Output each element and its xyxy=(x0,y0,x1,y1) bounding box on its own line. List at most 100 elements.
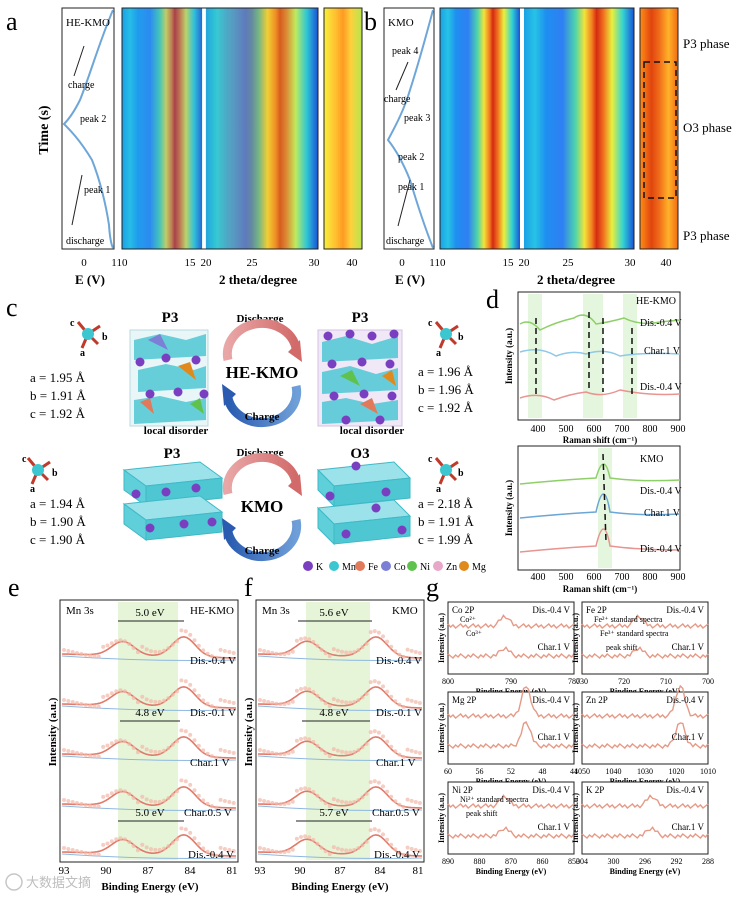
xps-point xyxy=(372,729,377,734)
panel-d-bottom-tick-400: 400 xyxy=(531,572,546,583)
panel-a-tt-tick-40: 40 xyxy=(347,257,359,269)
xps-point xyxy=(331,797,336,802)
panel-d-top-curve-3: Dis.-0.4 V xyxy=(640,382,683,393)
xps-point xyxy=(157,649,162,654)
xps-point xyxy=(290,699,295,704)
panel-e-curves xyxy=(61,628,237,859)
xps-point xyxy=(376,630,381,635)
xps-point xyxy=(209,804,214,809)
xps-point xyxy=(360,795,365,800)
xps-point xyxy=(413,750,418,754)
xps-point xyxy=(385,689,390,694)
xps-point xyxy=(348,650,353,655)
xps-point xyxy=(144,797,149,802)
panel-g-subplots: Co 2P Dis.-0.4 V Char.1 V Co²⁺ Co³⁺ Intensity… xyxy=(437,601,716,876)
xps-point xyxy=(153,749,158,754)
xps-point xyxy=(299,835,303,839)
panel-e-split-2: 4.8 eV xyxy=(135,707,164,719)
panel-g-sub-top-label: Dis.-0.4 V xyxy=(532,785,570,795)
xps-point xyxy=(144,747,149,752)
panel-g-sub-note-2: peak shift xyxy=(466,809,498,818)
xps-point xyxy=(331,697,336,702)
panel-c-axis-b-tr: b xyxy=(458,332,464,343)
xps-point xyxy=(66,799,71,803)
panel-c-br-structure xyxy=(316,461,412,546)
panel-d-top-tick-900: 900 xyxy=(671,424,686,435)
panel-b-note-peak4: peak 4 xyxy=(392,46,418,57)
xps-point xyxy=(188,830,193,835)
xps-point xyxy=(183,679,188,684)
panel-c-axis-c-bl: c xyxy=(22,454,27,465)
xps-point xyxy=(409,798,414,803)
xps-point xyxy=(231,651,236,655)
xps-point xyxy=(278,702,283,707)
xps-point xyxy=(401,704,406,709)
xps-point xyxy=(205,849,210,854)
xps-point xyxy=(266,750,271,754)
xps-point xyxy=(218,797,223,802)
xps-point xyxy=(360,745,365,750)
xps-point xyxy=(114,689,119,694)
xps-point xyxy=(372,827,377,832)
xps-point xyxy=(157,749,162,754)
xps-point xyxy=(270,800,275,805)
xps-point xyxy=(340,649,344,654)
panel-g-curve-top xyxy=(447,794,575,809)
xps-point xyxy=(307,787,312,792)
xps-point xyxy=(222,799,227,803)
xps-point xyxy=(282,802,287,807)
panel-g-sub-tick-720: 720 xyxy=(618,677,630,686)
panel-b-arrow-1 xyxy=(397,179,411,227)
panel-g-sub-tick-300: 300 xyxy=(608,857,620,866)
xps-point xyxy=(127,792,132,796)
xps-point xyxy=(360,645,365,650)
panel-c-element-legend: K Mn Fe Co Ni Zn Mg xyxy=(303,561,486,573)
panel-c-bottom-charge-label: Charge xyxy=(245,545,280,557)
xps-point xyxy=(88,703,93,708)
xps-point xyxy=(109,741,114,746)
xps-point xyxy=(105,693,110,698)
panel-a-2theta-label: 2 theta/degree xyxy=(219,272,297,287)
xps-point xyxy=(218,747,223,752)
panel-f-curve-3: Char.1 V xyxy=(376,757,416,769)
xps-point xyxy=(135,700,140,705)
xps-point xyxy=(393,649,398,654)
xps-point xyxy=(274,701,279,706)
panel-a-xrd-frame xyxy=(121,7,319,250)
xps-point xyxy=(315,841,320,846)
xps-point xyxy=(413,650,418,654)
panel-letter-e: e xyxy=(8,573,20,602)
xps-point xyxy=(307,637,312,642)
xps-point xyxy=(258,798,262,802)
xps-point xyxy=(96,704,101,709)
xps-point xyxy=(303,786,308,791)
xps-baseline-1 xyxy=(61,655,237,661)
panel-g-curve-bottom xyxy=(581,646,709,659)
xps-point xyxy=(162,846,167,851)
panel-g-sub-top-label: Dis.-0.4 V xyxy=(666,785,704,795)
legend-fe-label: Fe xyxy=(368,562,379,573)
xps-point xyxy=(393,799,398,804)
panel-c-tl-param-c: c = 1.92 Å xyxy=(30,406,86,421)
xps-point xyxy=(157,847,162,852)
panel-d-top-curve-2: Char.1 V xyxy=(644,346,681,357)
panel-b-tt-tick-25: 25 xyxy=(563,257,575,269)
xps-point xyxy=(299,737,303,741)
xps-point xyxy=(170,792,175,797)
xps-point xyxy=(356,748,361,753)
xps-point xyxy=(405,747,410,752)
xps-point xyxy=(62,798,66,802)
panel-d-top-x-label: Raman shift (cm⁻¹) xyxy=(563,435,637,445)
panel-letter-a: a xyxy=(6,7,18,36)
xps-point xyxy=(153,649,158,654)
xps-point xyxy=(352,847,357,852)
xps-point xyxy=(218,845,223,850)
xps-point xyxy=(319,797,324,802)
xps-point xyxy=(209,852,214,857)
panel-d-bottom-chart: KMO Dis.-0.4 V Char.1 V Dis.-0.4 V xyxy=(517,445,683,571)
panel-a-note-peak2: peak 2 xyxy=(80,114,106,125)
xps-point xyxy=(62,648,66,652)
panel-g-sub-tick-790: 790 xyxy=(505,677,517,686)
xps-point xyxy=(227,800,232,804)
panel-d-bottom-curve-1: Dis.-0.4 V xyxy=(640,486,683,497)
